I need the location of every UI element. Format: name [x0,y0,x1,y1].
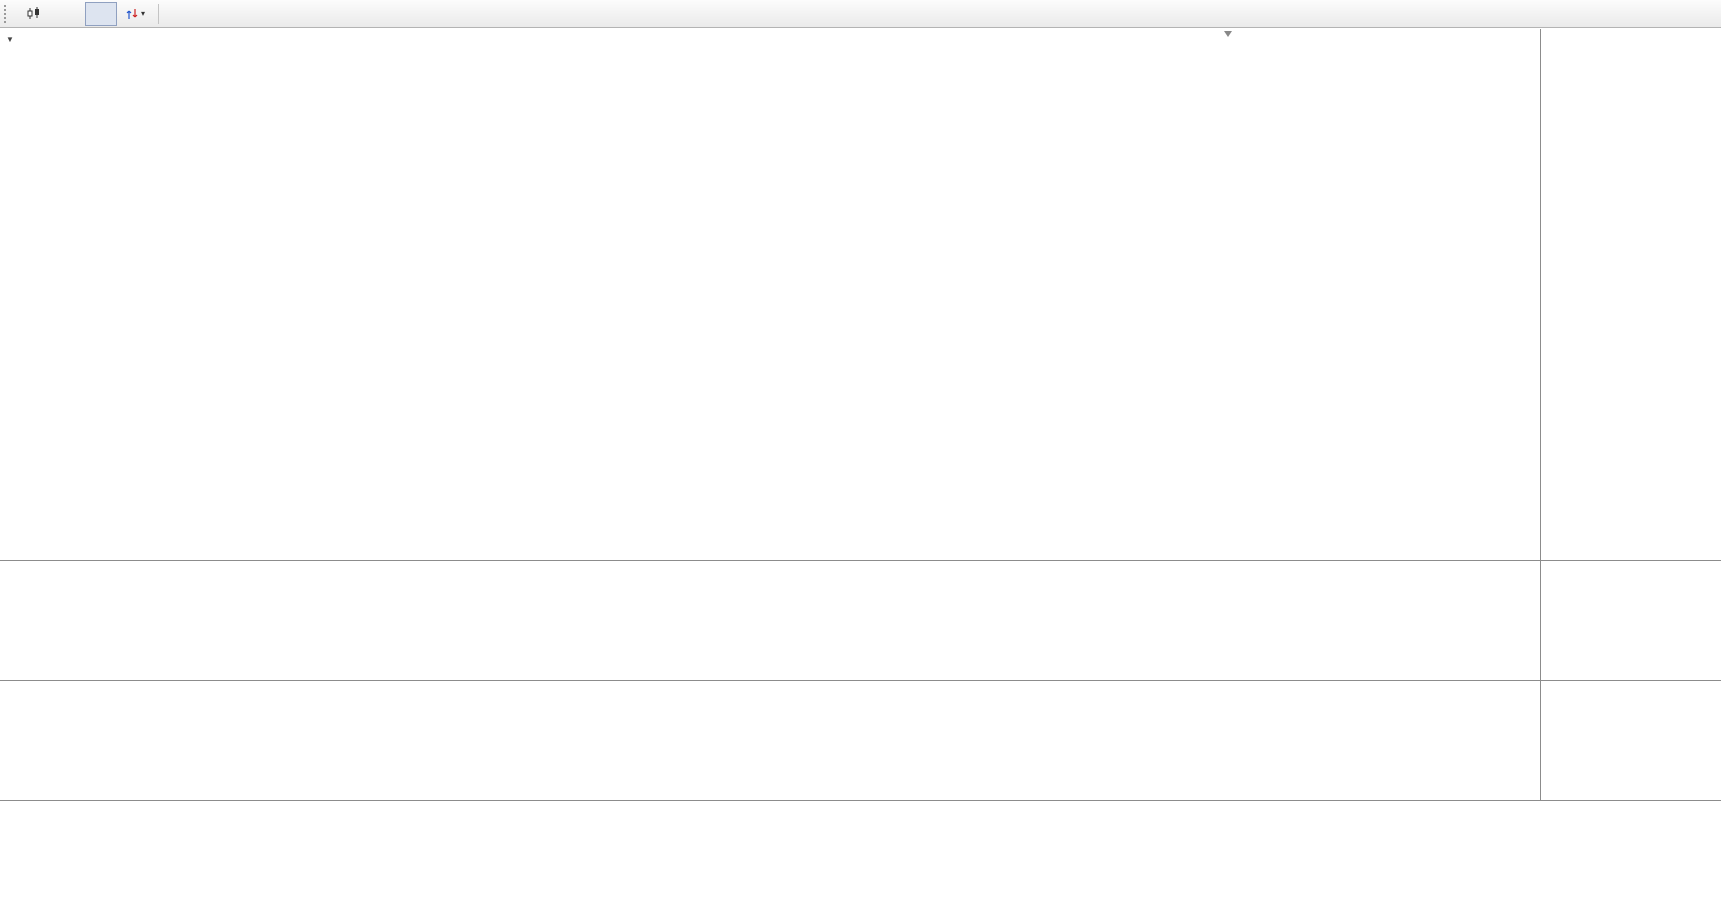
chart-shift-marker-icon[interactable] [1224,31,1232,37]
chart-toolbar: ▾ [0,0,1721,28]
chart-title: ▼ [6,33,23,45]
toolbar-grip[interactable] [4,4,12,23]
text-label-tool-button[interactable] [85,1,117,26]
price-axis-column[interactable] [1541,0,1721,899]
chart-type-button[interactable] [17,2,49,26]
arrows-tool-button[interactable]: ▾ [119,2,151,26]
candlestick-chart-icon [27,7,39,19]
price-chart-canvas[interactable] [0,29,1540,560]
pane-separator[interactable] [0,680,1721,681]
pane-separator[interactable] [0,800,1721,801]
axis-separator-line [1540,29,1541,801]
macd-canvas[interactable] [0,561,1540,680]
horizontal-scrollbar[interactable] [0,892,1721,899]
arrows-icon [126,8,138,19]
pane-separator[interactable] [0,560,1721,561]
toolbar-separator [158,3,159,24]
rsi-indicator-label [6,685,13,697]
dropdown-caret-icon: ▾ [140,9,145,18]
text-tool-button[interactable] [51,2,83,26]
quick-trade-caret-icon[interactable]: ▼ [6,35,14,44]
rsi-canvas[interactable] [0,681,1540,799]
macd-indicator-label [6,565,19,577]
time-axis[interactable] [0,801,1540,825]
